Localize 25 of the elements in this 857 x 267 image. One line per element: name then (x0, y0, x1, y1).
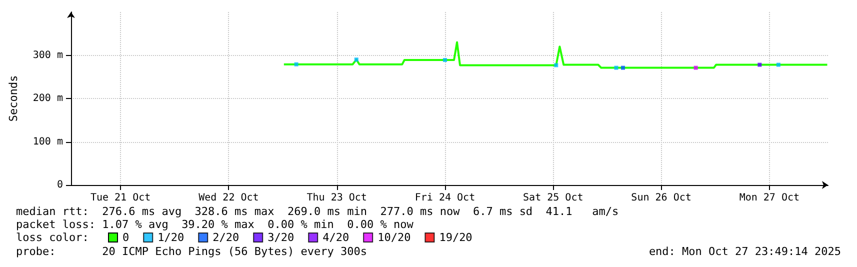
x-tick-label: Sat 25 Oct (523, 192, 584, 204)
x-tick-label: Wed 22 Oct (198, 192, 259, 204)
x-tick-label: Fri 24 Oct (414, 192, 476, 204)
text: end: Mon Oct 27 23:49:14 2025 (648, 245, 841, 258)
x-tick-label: Mon 27 Oct (739, 192, 800, 204)
text: probe: 20 ICMP Echo Pings (56 Bytes) every 300s (16, 245, 367, 258)
text: packet loss: 1.07 % avg 39.20 % max 0.00 % min 0.00 % now (16, 218, 414, 231)
legend-label: 3/20 (268, 231, 294, 244)
legend-label: 19/20 (439, 231, 472, 244)
y-axis-title: Seconds (7, 75, 20, 122)
y-tick-label: 100 m (32, 136, 63, 148)
x-tick-label: Tue 21 Oct (90, 192, 151, 204)
legend-label: 0 (122, 231, 130, 244)
legend-label: 2/20 (212, 231, 240, 244)
x-tick-label: Thu 23 Oct (306, 192, 367, 204)
x-tick-label: Sun 26 Oct (631, 192, 692, 204)
y-tick-label: 0 (56, 180, 63, 190)
legend-label: 4/20 (322, 231, 350, 244)
legend-title: loss color: (16, 231, 89, 244)
y-tick-label: 200 m (32, 93, 63, 104)
legend-label: 1/20 (158, 231, 184, 244)
legend-label: 10/20 (378, 231, 411, 244)
line-series (282, 41, 828, 69)
text: median rtt: 276.6 ms avg 328.6 ms max 269.0 ms min 277.0 ms now 6.7 ms sd 41.1 am/s (16, 205, 619, 218)
y-tick-label: 300 m (32, 50, 63, 61)
